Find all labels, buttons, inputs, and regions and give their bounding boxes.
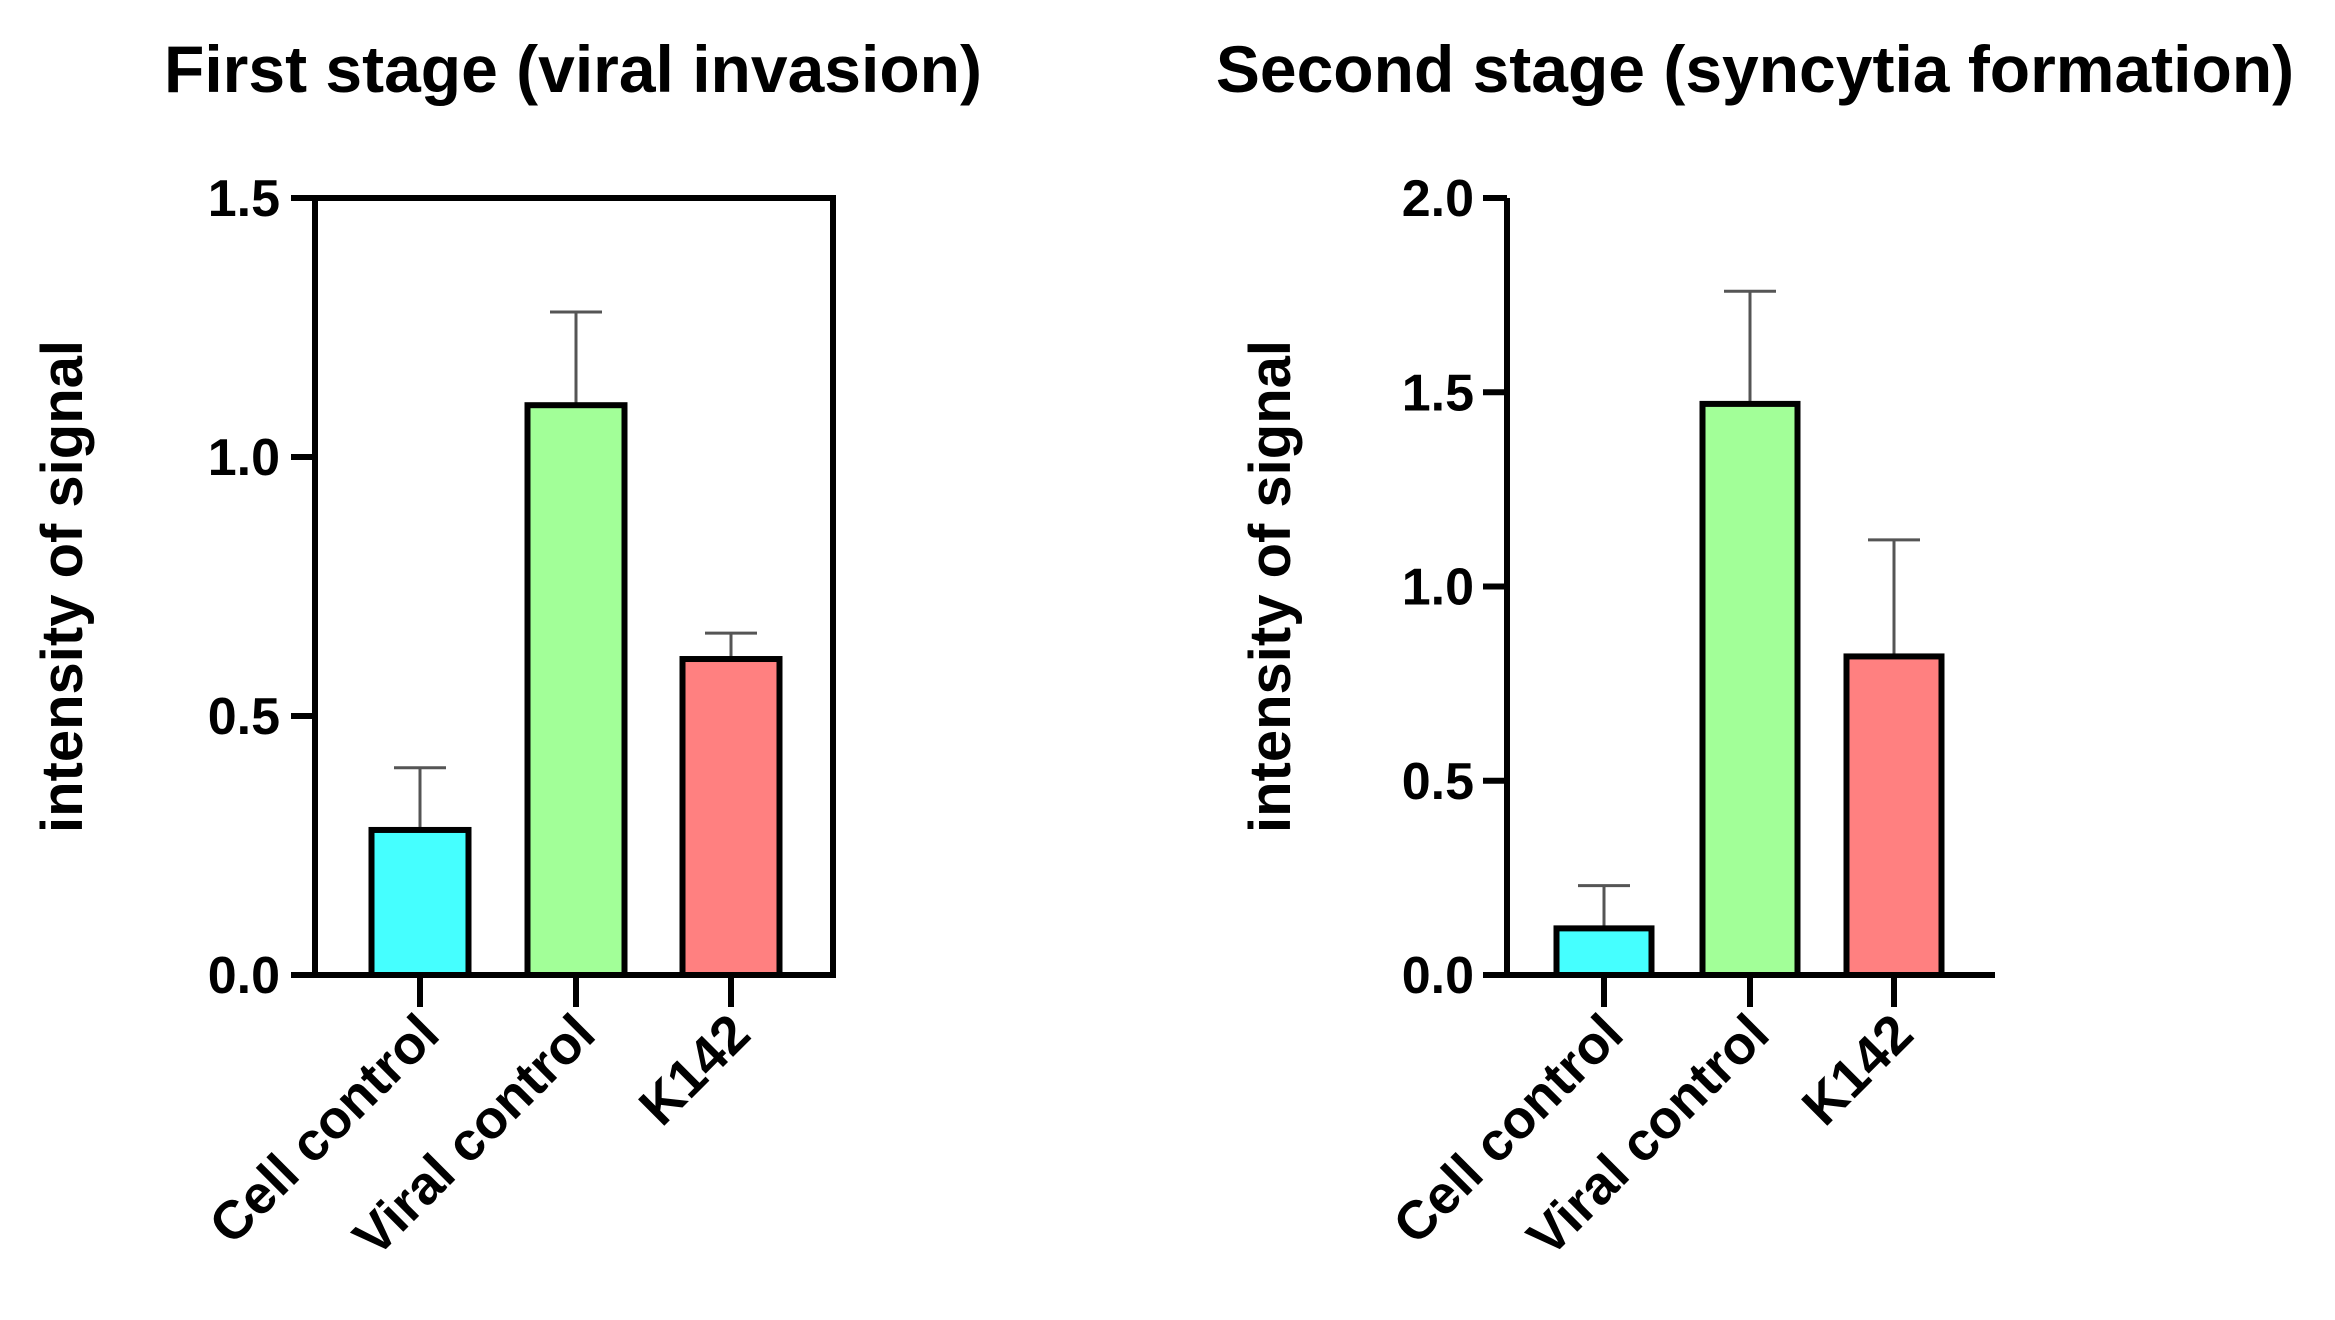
bar-viral-control bbox=[524, 402, 628, 978]
bar-k142 bbox=[679, 656, 783, 979]
x-tick-label: K142 bbox=[628, 1003, 762, 1137]
y-tick-label: 1.0 bbox=[1402, 559, 1474, 617]
bar-viral-control bbox=[1699, 400, 1801, 978]
chart-panel-first-stage: First stage (viral invasion) intensity of… bbox=[30, 32, 982, 1268]
y-tick-label: 0.0 bbox=[208, 947, 280, 1005]
y-tick-label: 1.5 bbox=[208, 170, 280, 228]
y-tick-label: 0.5 bbox=[208, 688, 280, 746]
y-tick-label: 0.5 bbox=[1402, 753, 1474, 811]
y-tick-label: 1.5 bbox=[1402, 364, 1474, 422]
y-tick-label: 0.0 bbox=[1402, 947, 1474, 1005]
x-tick-label: K142 bbox=[1791, 1003, 1925, 1137]
chart-title: Second stage (syncytia formation) bbox=[1216, 32, 2294, 106]
chart-title: First stage (viral invasion) bbox=[164, 32, 982, 106]
y-axis-label: intensity of signal bbox=[1238, 340, 1303, 833]
y-tick-label: 2.0 bbox=[1402, 170, 1474, 228]
bar-k142 bbox=[1843, 653, 1945, 978]
y-axis-label: intensity of signal bbox=[30, 340, 95, 833]
bar-cell-control bbox=[368, 826, 472, 979]
chart-panel-second-stage: Second stage (syncytia formation) intensi… bbox=[1216, 32, 2294, 1268]
bar-cell-control bbox=[1553, 925, 1655, 979]
y-tick-label: 1.0 bbox=[208, 429, 280, 487]
